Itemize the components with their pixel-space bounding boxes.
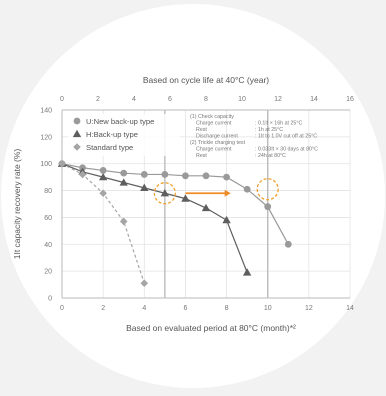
legend-diamond-icon <box>73 143 81 151</box>
data-point-triangle <box>242 268 252 276</box>
data-point-diamond <box>58 159 66 168</box>
x2-tick-label: 0 <box>60 96 64 103</box>
y-axis-label: 1It capacity recovery rate (%) <box>12 149 22 260</box>
x2-tick-label: 10 <box>238 96 246 103</box>
data-point-circle <box>182 172 189 180</box>
x-tick-label: 0 <box>60 305 64 312</box>
y-tick-label: 20 <box>44 269 52 276</box>
legend-item-0: U:New back-up type <box>73 117 154 126</box>
y-tick-label: 0 <box>48 296 52 303</box>
data-point-diamond <box>78 170 87 179</box>
data-point-triangle <box>119 178 128 186</box>
highlight-circle <box>153 182 177 205</box>
x-tick-label: 10 <box>264 305 272 312</box>
y-tick-label: 60 <box>44 215 52 222</box>
data-point-triangle <box>201 203 211 212</box>
note-line: Charge current <box>196 121 232 127</box>
x2-tick-label: 16 <box>346 96 354 103</box>
data-point-circle <box>120 169 128 177</box>
x2-tick-label: 4 <box>132 96 136 103</box>
y-tick-label: 80 <box>44 188 52 195</box>
data-point-triangle <box>160 189 170 197</box>
legend-triangle-icon <box>72 129 82 138</box>
legend-item-2: Standard type <box>73 143 133 152</box>
x-tick-label: 12 <box>305 305 313 312</box>
y-tick-label: 40 <box>44 242 52 249</box>
note-line: Rest <box>196 127 207 133</box>
note-line: Discharge current <box>196 134 238 140</box>
data-point-circle <box>161 171 169 178</box>
series-group <box>57 159 292 288</box>
note-line: : 0.033It × 30 days at 80°C <box>255 147 318 153</box>
note-line: : 1It to 1.0V cut off at 25°C <box>255 134 317 140</box>
axis-labels: Based on cycle life at 40°C (year) Based … <box>12 75 296 333</box>
legend-box <box>68 114 180 156</box>
legend: U:New back-up type H:Back-up type Standard… <box>68 114 180 156</box>
data-point-diamond <box>99 189 107 198</box>
data-point-circle <box>264 203 272 211</box>
x-tick-label: 4 <box>142 305 146 312</box>
data-point-triangle <box>98 172 108 181</box>
note-line: : 24h at 80°C <box>255 153 286 159</box>
note-line: Charge current <box>196 147 232 153</box>
data-point-circle <box>243 185 251 193</box>
legend-label: U:New back-up type <box>86 117 154 126</box>
note-line: Rest <box>196 153 207 159</box>
legend-circle-icon <box>73 117 81 125</box>
x-axis-label: Based on evaluated period at 80°C (month… <box>126 323 296 333</box>
x-tick-label: 2 <box>101 305 105 312</box>
data-point-triangle <box>140 183 149 192</box>
note-line: (1) Check capacity <box>190 114 234 120</box>
x2-tick-label: 12 <box>274 96 282 103</box>
note-line: (2) Trickle charging test <box>190 140 246 146</box>
data-point-circle <box>284 240 292 248</box>
x2-tick-label: 2 <box>96 96 100 103</box>
series-line <box>61 163 248 273</box>
data-point-diamond <box>119 217 128 226</box>
x-tick-label: 14 <box>346 305 354 312</box>
data-point-circle <box>140 171 148 178</box>
x-tick-label: 8 <box>225 305 229 312</box>
series-2 <box>58 159 149 288</box>
legend-item-1: H:Back-up type <box>72 129 138 139</box>
note-line: : 0.1It × 16h at 25°C <box>255 121 302 127</box>
x2-tick-label: 6 <box>168 96 172 103</box>
x2-tick-label: 14 <box>310 96 318 103</box>
data-point-triangle <box>181 194 190 202</box>
note-line: : 1h at 25°C <box>255 127 283 133</box>
legend-label: H:Back-up type <box>86 130 138 139</box>
data-point-circle <box>223 173 230 181</box>
x2-tick-label: 8 <box>204 96 208 103</box>
data-point-circle <box>99 167 107 174</box>
x2-axis-label: Based on cycle life at 40°C (year) <box>143 75 269 85</box>
series-line <box>61 163 289 245</box>
legend-label: Standard type <box>86 143 133 152</box>
data-point-diamond <box>140 279 149 288</box>
data-point-circle <box>202 172 210 180</box>
arrow-head <box>224 189 231 197</box>
highlight-group <box>153 178 279 205</box>
y-tick-label: 140 <box>40 108 52 115</box>
highlight-circle <box>256 178 279 201</box>
series-0 <box>58 160 292 248</box>
y-tick-label: 120 <box>40 134 52 141</box>
y-tick-label: 100 <box>40 161 52 168</box>
x-tick-label: 6 <box>183 305 187 312</box>
data-point-triangle <box>222 215 231 224</box>
